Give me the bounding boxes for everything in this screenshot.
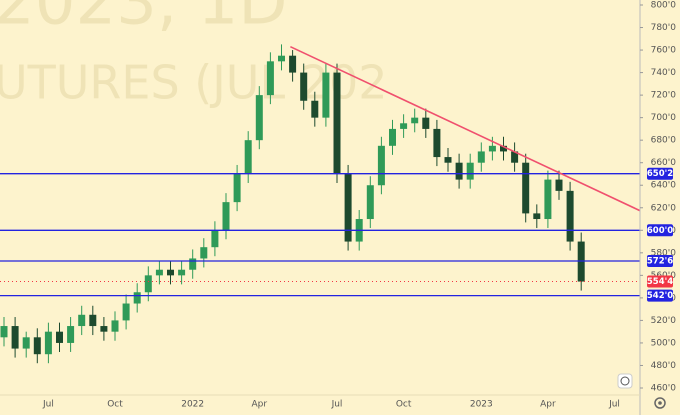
level-label: 542'0 <box>647 291 673 301</box>
y-tick-label: 660'0 <box>651 158 677 168</box>
y-tick-label: 800'0 <box>651 1 677 11</box>
trend-line <box>290 45 640 212</box>
candle-body <box>422 117 430 129</box>
y-tick-label: 760'0 <box>651 46 677 56</box>
candle-body <box>89 314 97 327</box>
candle-body <box>333 72 341 174</box>
y-tick-label: 780'0 <box>651 23 677 33</box>
candle-body <box>455 162 463 180</box>
candle-body <box>0 326 8 338</box>
candle-body <box>300 72 308 101</box>
candle-body <box>522 162 530 214</box>
x-tick-label: 2023 <box>470 400 493 410</box>
level-tag <box>647 167 673 180</box>
candle-body <box>344 173 352 242</box>
level-tag <box>647 254 673 267</box>
candle-body <box>266 61 274 96</box>
candle-body <box>133 292 141 304</box>
candle-body <box>67 326 75 343</box>
candle-body <box>466 162 474 180</box>
y-tick-label: 740'0 <box>651 68 677 78</box>
level-label: 600'0 <box>647 226 673 236</box>
y-tick-label: 680'0 <box>651 136 677 146</box>
candle-body <box>189 258 197 270</box>
y-tick-label: 580'0 <box>651 248 677 258</box>
candle-body <box>389 128 396 146</box>
candle-body <box>122 303 130 321</box>
candle-body <box>22 337 30 349</box>
y-tick-label: 460'0 <box>651 384 677 394</box>
x-tick-label: Jul <box>331 400 343 410</box>
candle-body <box>400 123 408 129</box>
y-tick-label: 520'0 <box>651 316 677 326</box>
candle-body <box>111 320 119 332</box>
candle-body <box>222 202 230 231</box>
candle-body <box>78 314 86 327</box>
candle-body <box>56 331 63 343</box>
price-axis: 460'0480'0500'0520'0540'0560'0580'0600'0… <box>640 1 676 394</box>
level-label: 572'6 <box>647 256 673 266</box>
candle-body <box>44 331 52 355</box>
x-tick-label: Apr <box>252 400 268 410</box>
x-tick-label: Jul <box>42 400 54 410</box>
candle-body <box>144 275 152 293</box>
x-tick-label: Apr <box>540 400 556 410</box>
level-tag <box>647 289 673 302</box>
y-tick-label: 720'0 <box>651 91 677 101</box>
candle-body <box>11 326 19 349</box>
candle-body <box>211 230 219 248</box>
candle-body <box>411 117 419 124</box>
candle-body <box>444 157 452 163</box>
level-tag <box>647 224 673 237</box>
x-tick-label: Oct <box>107 400 123 410</box>
candle-body <box>322 72 330 118</box>
candle-body <box>511 151 519 163</box>
y-tick-label: 640'0 <box>651 181 677 191</box>
level-label: 650'2 <box>647 169 673 179</box>
candle-body <box>433 128 441 158</box>
candle-body <box>488 145 496 152</box>
candle-body <box>33 337 41 355</box>
candle-body <box>155 269 163 276</box>
y-tick-label: 500'0 <box>651 338 677 348</box>
candle-body <box>244 140 252 174</box>
y-tick-label: 620'0 <box>651 203 677 213</box>
candle-body <box>555 179 563 191</box>
candle-body <box>255 95 263 141</box>
candle-body <box>200 247 208 259</box>
candle-body <box>377 145 385 186</box>
y-tick-label: 700'0 <box>651 113 677 123</box>
candle-body <box>100 326 108 332</box>
candle-body <box>533 213 541 220</box>
candle-body <box>278 55 285 62</box>
candle-body <box>500 145 507 152</box>
candle-body <box>167 269 174 276</box>
watermark-text: 2023, 1D <box>0 0 288 40</box>
last-price-label: 554'4 <box>647 277 673 287</box>
plot-area <box>0 44 640 364</box>
x-tick-label: 2022 <box>181 400 204 410</box>
last-price-tag <box>647 275 673 288</box>
clock-icon[interactable] <box>617 373 633 389</box>
candle-body <box>544 179 552 220</box>
y-tick-label: 480'0 <box>651 361 677 371</box>
x-tick-label: Jul <box>608 400 620 410</box>
candle-body <box>477 151 485 163</box>
candle-body <box>178 269 186 276</box>
settings-icon[interactable] <box>654 397 666 409</box>
x-tick-label: Oct <box>396 400 412 410</box>
candle-body <box>366 185 374 220</box>
candle-body <box>311 100 319 118</box>
candle-body <box>289 55 297 73</box>
candle-body <box>233 173 241 203</box>
candle-body <box>566 190 574 242</box>
